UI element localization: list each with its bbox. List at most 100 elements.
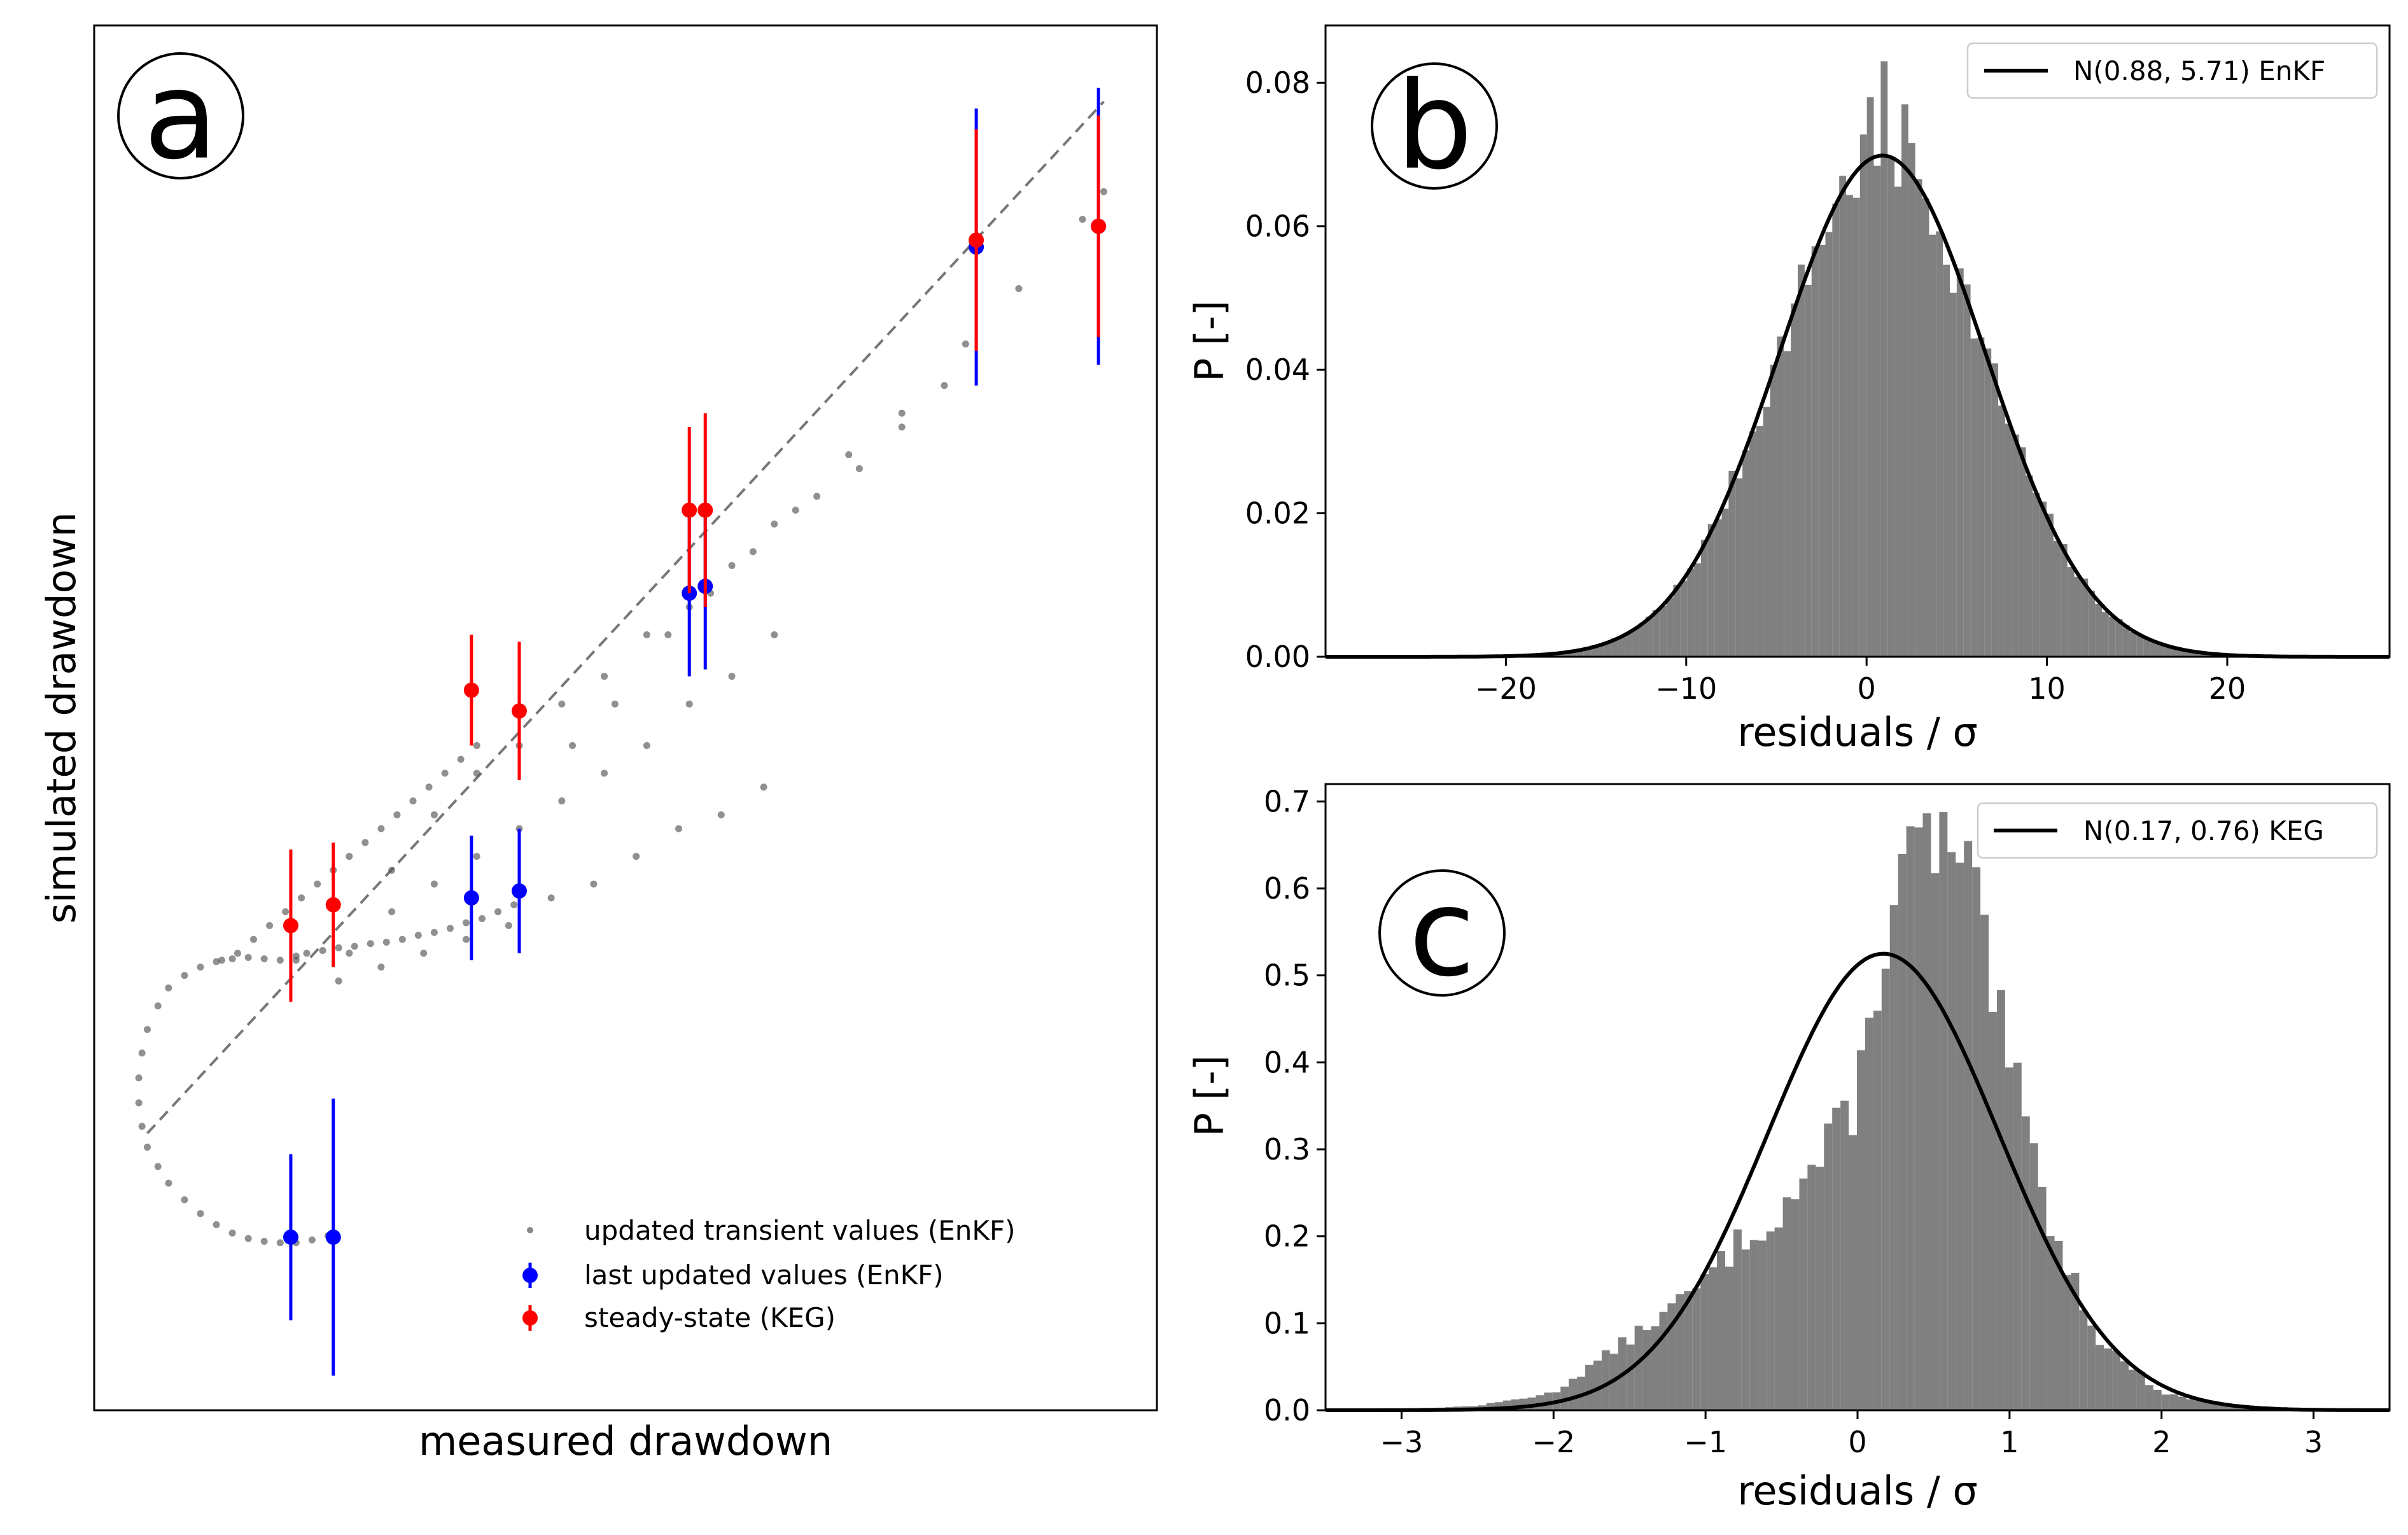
hist-bar [2012,434,2019,657]
panel-b-label: b [1371,56,1498,197]
hist-bar [2186,1399,2195,1410]
hist-bar [2136,634,2144,657]
hist-bar [1676,1294,1684,1410]
transient-point [165,1179,172,1187]
hist-bar [2192,651,2199,657]
hist-bar [1807,1165,1816,1410]
transient-point [234,950,241,957]
hist-bar [1784,351,1791,657]
hist-bar [1694,563,1701,657]
hist-bar [1963,284,1971,657]
transient-point [717,811,725,818]
hist-bar [1749,431,1756,657]
x-tick-label: 0 [1848,1425,1866,1459]
hist-bar [2244,1408,2253,1410]
hist-bar [2122,625,2130,657]
hist-bar [1914,827,1923,1410]
hist-bar [2104,1348,2113,1410]
y-ticks: 0.00 0.02 0.04 0.06 0.08 [1245,66,1326,674]
hist-bar [2129,632,2137,657]
legend-transient-marker [527,1227,533,1233]
hist-bar [1714,519,1722,657]
hist-bar [2013,1062,2022,1410]
hist-bar [2096,1345,2104,1410]
transient-point [601,673,608,680]
panel-a-ylabel: simulated drawdown [38,512,85,924]
transient-point [633,853,640,860]
keg-series [283,115,1107,1002]
data-point [512,703,527,719]
hist-bar [2038,1186,2047,1410]
transient-point [1015,284,1023,292]
transient-point [569,742,576,750]
histogram-bars [1371,812,2360,1410]
transient-point [664,631,672,638]
data-point [697,502,713,518]
x-tick-label: 20 [2209,671,2246,706]
transient-point [425,783,433,791]
transient-point [314,880,321,888]
hist-bar [1770,364,1777,657]
transient-point [510,901,518,909]
hist-bar [1880,61,1888,657]
hist-bar [1583,648,1591,657]
transient-point [749,548,757,556]
hist-bar [2026,475,2033,657]
hist-bar [2053,540,2061,657]
x-tick-label: 3 [2304,1425,2323,1459]
x-tick-label: −10 [1655,671,1717,706]
hist-bar [1728,470,1736,657]
hist-bar [1741,1249,1750,1410]
transient-point [441,769,449,777]
hist-bar [2194,1400,2203,1410]
y-tick-label: 0.3 [1264,1132,1310,1167]
data-point [325,897,341,913]
hist-bar [2236,1408,2244,1410]
panel-b-ylabel: P [-] [1186,300,1233,382]
identity-line [146,101,1105,1135]
transient-point [303,950,311,957]
legend-label: N(0.88, 5.71) EnKF [2073,55,2325,87]
hist-bar [1943,264,1950,657]
hist-bar [2060,543,2068,657]
transient-point [260,955,268,963]
transient-point [547,894,555,902]
transient-point [276,957,284,964]
hist-bar [1889,905,1898,1410]
hist-bar [1873,165,1881,657]
data-point [325,1230,341,1245]
transient-point [181,972,188,979]
hist-bar [2108,616,2116,657]
hist-bar [2178,648,2185,657]
hist-bar [1651,1326,1660,1410]
x-ticks: −20 −10 0 10 20 [1475,657,2246,706]
panel-b-legend: N(0.88, 5.71) EnKF [1966,42,2378,99]
hist-bar [1782,1197,1791,1410]
hist-bar [1544,1392,1553,1410]
transient-point [771,520,778,528]
y-tick-label: 0.00 [1245,640,1310,674]
hist-bar [1852,197,1860,657]
x-tick-label: 10 [2028,671,2066,706]
hist-bar [2115,619,2123,657]
transient-point [430,811,438,818]
transient-point [181,1196,188,1203]
transient-point [558,797,566,805]
transient-point [276,1239,284,1247]
hist-bar [2202,1401,2211,1410]
transient-point [351,943,358,950]
transient-point [138,1123,146,1130]
hist-bar [2067,567,2075,657]
identity-dashed-line [146,101,1105,1135]
data-point [463,682,479,698]
hist-bar [1873,1011,1882,1410]
hist-bar [1849,1135,1858,1410]
hist-bar [1707,524,1715,657]
panel-a-frame [93,24,1158,1412]
hist-bar [1725,1266,1733,1410]
hist-bar [2101,612,2109,657]
hist-bar [1642,1330,1651,1410]
hist-bar [2178,1396,2187,1410]
y-tick-label: 0.04 [1245,353,1310,387]
